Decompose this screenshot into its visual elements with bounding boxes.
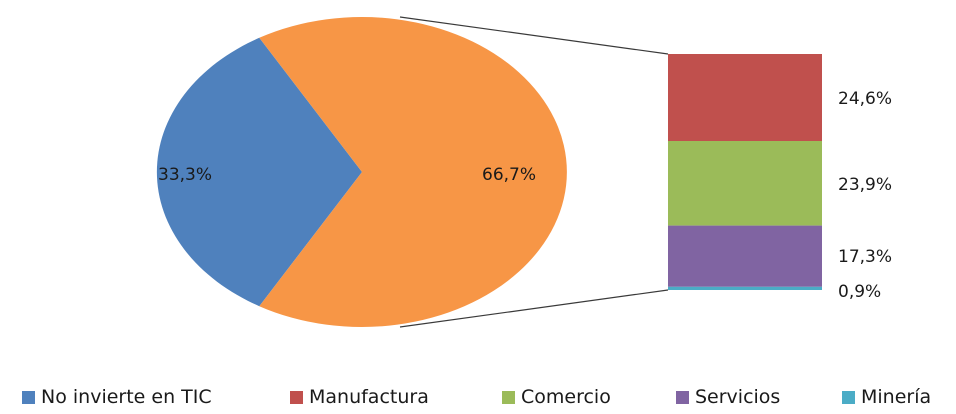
pie-label-no-invierte: 33,3% [158,165,212,185]
bar-of-pie-chart: 33,3% 66,7% 24,6% 23,9% 17,3% 0,9% [156,16,892,328]
legend: No invierte en TIC Manufactura Comercio … [0,384,956,410]
legend-label: Comercio [521,386,611,408]
pie-slice-invierte [259,16,567,327]
legend-label: Manufactura [309,386,429,408]
legend-item-no-invierte: No invierte en TIC [22,386,212,408]
bar-segment-manufactura [668,54,822,141]
connector-line-bottom [399,289,669,328]
legend-swatch [676,390,689,404]
pie-label-invierte: 66,7% [482,165,536,185]
legend-label: Servicios [695,386,781,408]
legend-item-servicios: Servicios [676,386,780,408]
bar-label-manufactura: 24,6% [838,89,892,109]
bar-segment-comercio [668,141,822,226]
legend-item-manufactura: Manufactura [290,386,429,408]
bar-label-comercio: 23,9% [838,175,892,195]
legend-label: No invierte en TIC [41,386,212,408]
bar-label-servicios: 17,3% [838,247,892,267]
legend-swatch [842,390,855,404]
legend-item-mineria: Minería [842,386,931,408]
legend-swatch [290,390,303,404]
pie-slice-no-invierte [156,37,362,307]
legend-swatch [502,390,515,404]
bar-segment-mineria [668,286,822,290]
legend-swatch [22,390,35,404]
legend-item-comercio: Comercio [502,386,611,408]
bar-segment-servicios [668,225,822,287]
connector-line-top [399,16,669,55]
bar-label-mineria: 0,9% [838,282,881,302]
legend-label: Minería [861,386,932,408]
